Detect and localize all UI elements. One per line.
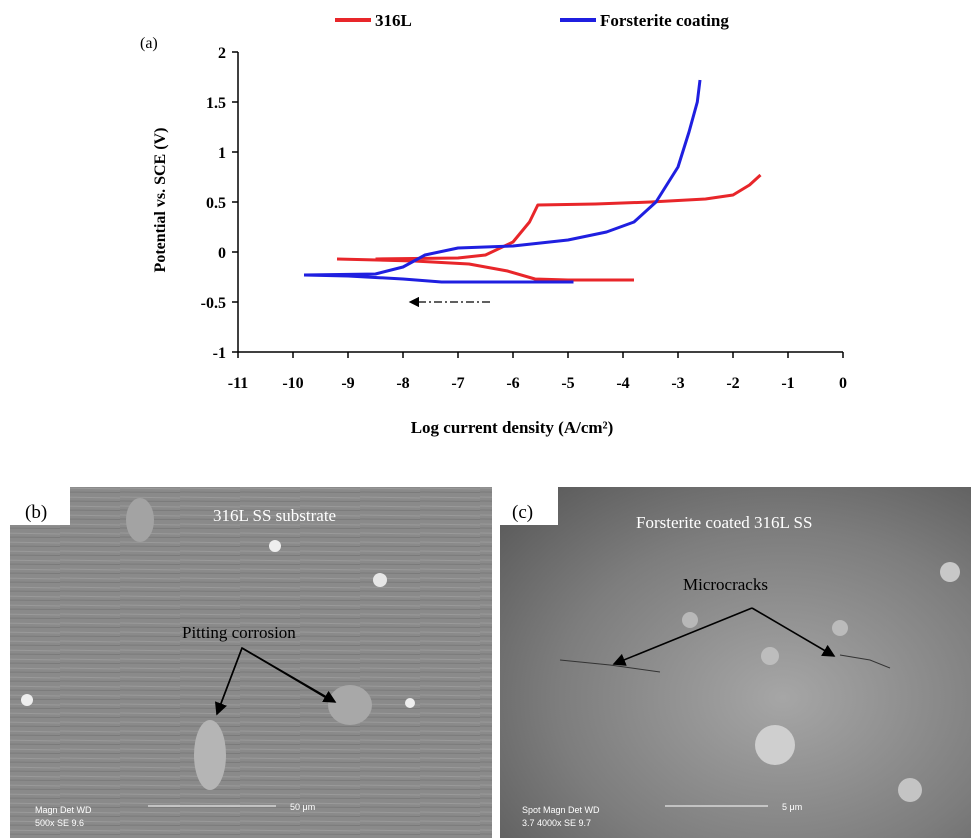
x-tick-label: -9 xyxy=(341,375,354,392)
pit xyxy=(126,498,154,542)
x-tick-label: -2 xyxy=(726,375,739,392)
arrowhead xyxy=(612,607,753,666)
particle xyxy=(405,698,415,708)
y-axis-label: Potential vs. SCE (V) xyxy=(152,128,169,273)
sem-info: Magn Det WD xyxy=(35,805,92,815)
x-tick-label: -1 xyxy=(781,375,794,392)
x-axis-label: Log current density (A/cm²) xyxy=(411,418,614,437)
x-tick-label: -3 xyxy=(671,375,684,392)
crack xyxy=(559,659,661,673)
legend-label: 316L xyxy=(375,11,412,30)
polarization-chart: (a) Potential vs. SCE (V) Log current de… xyxy=(140,11,847,437)
pit xyxy=(194,720,226,790)
annotation: Microcracks xyxy=(683,575,768,594)
particle xyxy=(682,612,698,628)
arrowhead xyxy=(751,607,836,657)
panel-label: (a) xyxy=(140,35,158,52)
sem-info: 500x SE 9.6 xyxy=(35,818,84,828)
sem-info: 3.7 4000x SE 9.7 xyxy=(522,818,591,828)
annotation: Pitting corrosion xyxy=(182,623,296,642)
particle xyxy=(373,573,387,587)
arrowhead xyxy=(241,647,337,703)
sem-image-c: (c) Forsterite coated 316L SS Microcrack… xyxy=(500,487,971,838)
y-tick-label: 1.5 xyxy=(206,95,226,112)
panel-label: (c) xyxy=(512,502,533,523)
label-box xyxy=(10,487,70,525)
particle xyxy=(898,778,922,802)
x-tick-label: -4 xyxy=(616,375,629,392)
label-box xyxy=(500,487,558,525)
y-tick-label: -1 xyxy=(213,345,226,362)
y-tick-label: -0.5 xyxy=(201,295,226,312)
particle xyxy=(940,562,960,582)
particle xyxy=(755,725,795,765)
crack xyxy=(839,654,891,669)
caption: 316L SS substrate xyxy=(213,506,336,525)
y-tick-label: 0 xyxy=(218,245,226,262)
sem-image-b: (b) 316L SS substrate Pitting corrosion … xyxy=(10,487,492,838)
x-tick-label: -11 xyxy=(228,375,248,392)
x-tick-label: -5 xyxy=(561,375,574,392)
series-line xyxy=(303,79,702,284)
y-tick-label: 1 xyxy=(218,145,226,162)
x-tick-label: -10 xyxy=(282,375,303,392)
panel-label: (b) xyxy=(25,502,47,523)
caption: Forsterite coated 316L SS xyxy=(636,513,812,532)
sem-info: Spot Magn Det WD xyxy=(522,805,600,815)
sem-surface xyxy=(500,487,971,838)
y-tick-label: 2 xyxy=(218,45,226,62)
legend-label: Forsterite coating xyxy=(600,11,729,30)
y-tick-label: 0.5 xyxy=(206,195,226,212)
particle xyxy=(21,694,33,706)
sem-surface xyxy=(10,487,492,838)
pit xyxy=(328,685,372,725)
particle xyxy=(832,620,848,636)
x-tick-label: -6 xyxy=(506,375,519,392)
scale-label: 50 μm xyxy=(290,802,315,812)
arrowhead xyxy=(214,647,243,716)
particle xyxy=(761,647,779,665)
scale-label: 5 μm xyxy=(782,802,802,812)
x-tick-label: 0 xyxy=(839,375,847,392)
series-line xyxy=(336,173,762,282)
x-tick-label: -7 xyxy=(451,375,464,392)
x-tick-label: -8 xyxy=(396,375,409,392)
particle xyxy=(269,540,281,552)
